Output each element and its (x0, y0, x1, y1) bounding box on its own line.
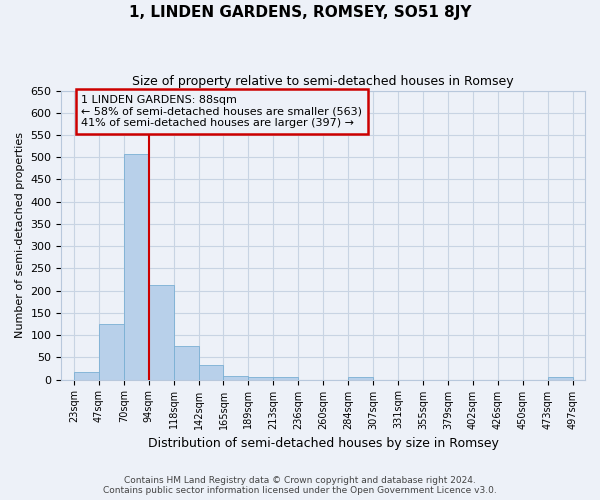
Text: Contains HM Land Registry data © Crown copyright and database right 2024.
Contai: Contains HM Land Registry data © Crown c… (103, 476, 497, 495)
Bar (223, 376, 248, 380)
Text: 1 LINDEN GARDENS: 88sqm
← 58% of semi-detached houses are smaller (563)
41% of s: 1 LINDEN GARDENS: 88sqm ← 58% of semi-de… (82, 95, 362, 128)
Text: 1, LINDEN GARDENS, ROMSEY, SO51 8JY: 1, LINDEN GARDENS, ROMSEY, SO51 8JY (129, 5, 471, 20)
Bar (124, 154, 149, 380)
Y-axis label: Number of semi-detached properties: Number of semi-detached properties (15, 132, 25, 338)
Title: Size of property relative to semi-detached houses in Romsey: Size of property relative to semi-detach… (133, 75, 514, 88)
Bar (173, 346, 199, 380)
Bar (548, 378, 572, 380)
Bar (348, 378, 373, 380)
Bar (149, 285, 173, 380)
Bar (199, 366, 223, 380)
Bar (99, 324, 124, 380)
Bar (74, 372, 99, 380)
Bar (274, 378, 298, 380)
X-axis label: Distribution of semi-detached houses by size in Romsey: Distribution of semi-detached houses by … (148, 437, 499, 450)
Bar (248, 377, 274, 380)
